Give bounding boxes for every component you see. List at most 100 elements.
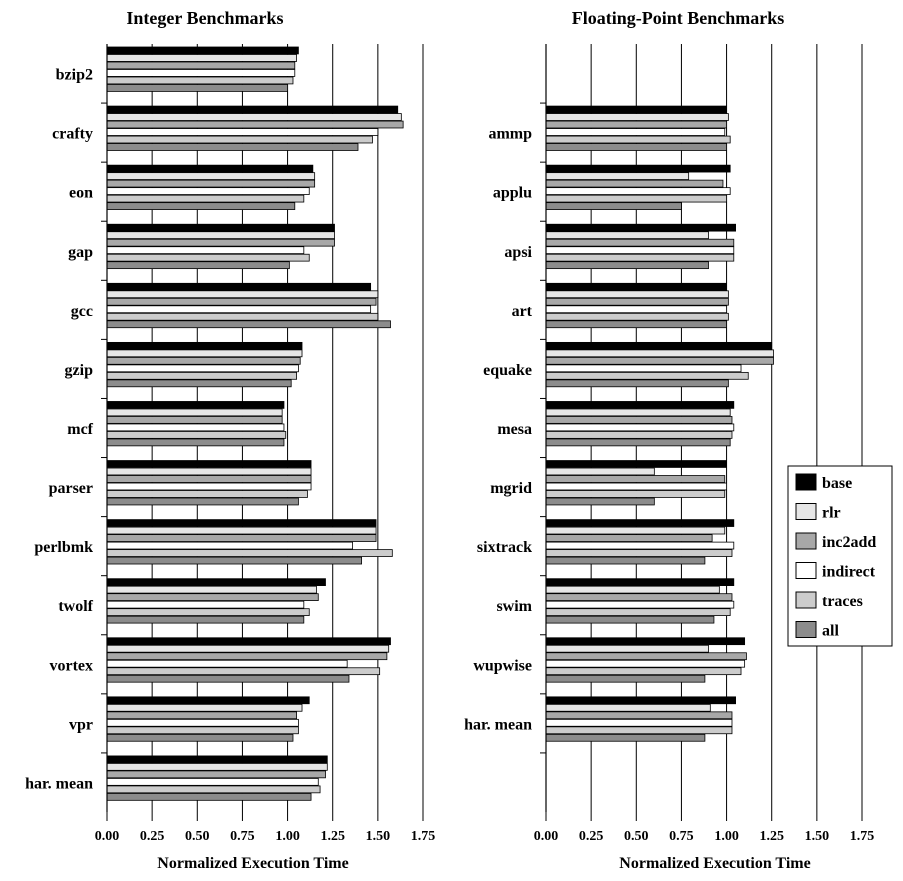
bar-fp-all: [545, 261, 709, 270]
bar-fp-indirect: [545, 600, 735, 609]
legend-label-rlr: rlr: [822, 505, 841, 522]
bar-fp-indirect: [545, 482, 727, 491]
x-tick-label-fp: 1.00: [714, 829, 739, 844]
category-label-integer: eon: [69, 185, 93, 202]
bar-integer-traces: [106, 490, 308, 498]
bar-fp-traces: [545, 608, 731, 616]
category-label-integer: har. mean: [25, 775, 93, 792]
bar-integer-indirect: [106, 778, 319, 786]
bar-fp-indirect: [545, 659, 746, 668]
bar-integer-rlr: [106, 408, 283, 417]
bar-fp-rlr: [545, 703, 711, 712]
bar-fp-traces: [545, 253, 735, 262]
legend-swatch-traces: [795, 591, 817, 609]
bar-integer-all: [106, 84, 288, 92]
bar-fp-all: [545, 320, 727, 329]
category-label-fp: sixtrack: [477, 539, 532, 556]
bar-integer-indirect: [106, 718, 299, 727]
x-tick-label-fp: 1.50: [805, 829, 830, 844]
bar-fp-indirect: [545, 423, 735, 432]
bar-fp-all: [545, 438, 731, 447]
bar-fp-indirect: [545, 364, 742, 373]
bar-integer-traces: [106, 253, 310, 262]
chart-title-integer: Integer Benchmarks: [126, 8, 283, 28]
bar-fp-base: [545, 401, 735, 409]
x-tick-label-fp: 0.25: [579, 829, 604, 844]
bar-fp-traces: [545, 371, 749, 380]
bar-integer-base: [106, 105, 399, 114]
x-tick-label-integer: 1.50: [366, 829, 391, 844]
category-label-fp: mgrid: [490, 480, 532, 497]
bar-integer-inc2add: [106, 711, 298, 720]
legend-label-inc2add: inc2add: [822, 534, 876, 551]
bar-integer-base: [106, 460, 312, 468]
legend-swatch-rlr: [795, 503, 817, 520]
bar-integer-inc2add: [106, 593, 319, 601]
bar-integer-all: [106, 674, 350, 683]
x-tick-label-fp: 1.25: [759, 829, 784, 844]
legend-swatch-inc2add: [795, 532, 817, 550]
bar-integer-base: [106, 696, 310, 705]
x-tick-label-integer: 0.00: [95, 829, 120, 844]
bar-fp-base: [545, 341, 773, 350]
bar-integer-rlr: [106, 113, 402, 121]
bar-fp-base: [545, 223, 737, 232]
bar-fp-rlr: [545, 526, 726, 535]
bar-integer-traces: [106, 431, 287, 439]
bar-integer-indirect: [106, 423, 285, 432]
bar-fp-base: [545, 164, 731, 173]
bar-integer-indirect: [106, 69, 296, 77]
bar-integer-indirect: [106, 246, 305, 255]
bar-integer-traces: [106, 549, 393, 557]
bar-integer-traces: [106, 76, 294, 85]
category-label-integer: gap: [68, 244, 93, 261]
chart-title-fp: Floating-Point Benchmarks: [572, 8, 785, 28]
bar-integer-base: [106, 164, 314, 173]
legend-box: [787, 465, 893, 647]
bar-fp-inc2add: [545, 711, 733, 720]
legend-swatch-indirect: [795, 562, 817, 579]
bar-integer-base: [106, 223, 335, 232]
bar-integer-inc2add: [106, 770, 326, 779]
x-tick-label-integer: 1.25: [320, 829, 345, 844]
category-label-integer: gcc: [71, 303, 93, 320]
bar-fp-indirect: [545, 187, 731, 195]
bar-integer-inc2add: [106, 534, 377, 542]
bar-fp-rlr: [545, 113, 729, 121]
bar-fp-base: [545, 637, 746, 646]
bar-fp-indirect: [545, 718, 733, 727]
bar-fp-inc2add: [545, 652, 747, 661]
bar-fp-all: [545, 143, 727, 151]
x-axis-label-integer: Normalized Execution Time: [157, 855, 348, 872]
bar-integer-all: [106, 202, 296, 210]
bar-fp-inc2add: [545, 179, 724, 188]
bar-integer-all: [106, 497, 299, 506]
bar-integer-rlr: [106, 54, 298, 62]
bar-integer-base: [106, 637, 391, 646]
bar-integer-all: [106, 438, 285, 447]
x-tick-label-integer: 1.75: [411, 829, 436, 844]
bar-integer-traces: [106, 667, 381, 676]
bar-integer-indirect: [106, 187, 310, 195]
bar-fp-all: [545, 615, 715, 624]
bar-integer-base: [106, 46, 299, 55]
category-label-fp: har. mean: [464, 716, 532, 733]
bar-integer-indirect: [106, 600, 305, 609]
bar-fp-all: [545, 497, 655, 506]
bar-integer-inc2add: [106, 652, 388, 661]
category-label-integer: crafty: [52, 126, 93, 143]
bar-integer-inc2add: [106, 416, 283, 424]
bar-integer-traces: [106, 194, 305, 203]
bar-integer-rlr: [106, 585, 317, 594]
bar-integer-rlr: [106, 290, 379, 299]
x-tick-label-integer: 0.25: [140, 829, 165, 844]
category-label-integer: mcf: [67, 421, 93, 438]
category-label-integer: vpr: [69, 716, 93, 733]
bar-fp-traces: [545, 726, 733, 735]
category-label-fp: equake: [483, 362, 532, 379]
bar-integer-indirect: [106, 305, 372, 314]
bar-fp-all: [545, 674, 706, 683]
bar-fp-all: [545, 202, 682, 210]
bar-integer-all: [106, 615, 305, 624]
